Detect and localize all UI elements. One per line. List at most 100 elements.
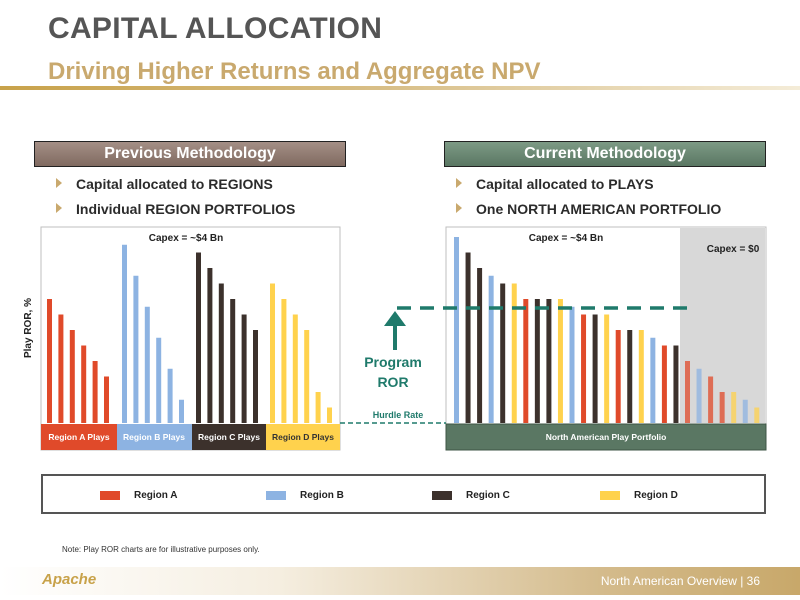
play-bar-region-c xyxy=(546,299,552,423)
bar-region-a xyxy=(92,361,98,423)
bar-region-b xyxy=(179,399,184,423)
legend-swatch xyxy=(266,491,286,500)
play-bar-region-a xyxy=(581,314,587,423)
legend-item-region-d: Region D xyxy=(600,490,678,501)
bar-region-a xyxy=(69,330,75,423)
play-bar-region-c xyxy=(465,252,471,423)
play-bar-region-c xyxy=(673,345,679,423)
program-ror-arrow-icon xyxy=(384,311,406,326)
play-bar-region-b xyxy=(696,368,702,423)
previous-bullet: Individual REGION PORTFOLIOS xyxy=(56,201,295,217)
bar-region-c xyxy=(196,252,201,423)
bar-region-d xyxy=(304,330,310,423)
legend-item-region-b: Region B xyxy=(266,490,344,501)
unfunded-region-shade xyxy=(680,228,765,423)
previous-bullet-text: Capital allocated to REGIONS xyxy=(76,176,273,192)
play-bar-region-a xyxy=(615,330,621,423)
previous-region-strip: Region A Plays Region B Plays Region C P… xyxy=(41,424,340,450)
bullet-arrow-icon xyxy=(456,203,462,214)
legend-swatch xyxy=(600,491,620,500)
region-a-strip xyxy=(41,424,117,450)
current-bullet-text: Capital allocated to PLAYS xyxy=(476,176,654,192)
bar-region-a xyxy=(104,376,109,423)
region-c-plays-label: Region C Plays xyxy=(198,432,260,442)
play-bar-region-a xyxy=(523,299,529,423)
play-bar-region-a xyxy=(685,361,690,423)
hurdle-rate-label: Hurdle Rate xyxy=(373,410,424,420)
bar-region-c xyxy=(253,330,258,423)
bar-region-d xyxy=(315,392,321,423)
play-bar-region-d xyxy=(638,330,644,423)
legend-label: Region A xyxy=(134,490,178,501)
legend-swatch xyxy=(432,491,452,500)
region-c-strip xyxy=(192,424,266,450)
bullet-arrow-icon xyxy=(56,178,62,189)
previous-methodology-header: Previous Methodology xyxy=(34,141,346,167)
play-bar-region-b xyxy=(742,399,748,423)
page-title: CAPITAL ALLOCATION xyxy=(48,12,383,45)
play-bar-region-b xyxy=(454,237,459,423)
program-ror-label-line2: ROR xyxy=(377,374,408,390)
play-bar-region-c xyxy=(500,283,506,423)
current-capex-label: Capex = ~$4 Bn xyxy=(529,233,603,244)
footer-bar xyxy=(0,567,800,595)
play-bar-region-a xyxy=(661,345,667,423)
legend-label: Region D xyxy=(634,490,678,501)
legend xyxy=(41,474,766,514)
region-a-plays-label: Region A Plays xyxy=(48,432,110,442)
region-d-strip xyxy=(266,424,340,450)
play-bar-region-d xyxy=(731,392,737,423)
bar-region-b xyxy=(156,337,162,423)
bullet-arrow-icon xyxy=(56,203,62,214)
previous-capex-label: Capex = ~$4 Bn xyxy=(149,233,223,244)
bar-region-a xyxy=(47,299,52,423)
charts-canvas: Region A Plays Region B Plays Region C P… xyxy=(23,226,767,451)
play-bar-region-b xyxy=(488,275,494,423)
play-bar-region-b xyxy=(650,337,656,423)
current-bullet: One NORTH AMERICAN PORTFOLIO xyxy=(456,201,721,217)
legend-swatch xyxy=(100,491,120,500)
play-bar-region-a xyxy=(719,392,725,423)
north-american-portfolio-strip xyxy=(445,423,767,451)
previous-bullet-text: Individual REGION PORTFOLIOS xyxy=(76,201,296,217)
bar-region-c xyxy=(207,268,213,423)
region-d-plays-label: Region D Plays xyxy=(272,432,334,442)
bar-region-d xyxy=(270,283,275,423)
region-b-plays-label: Region B Plays xyxy=(123,432,185,442)
bar-region-d xyxy=(292,314,298,423)
previous-chart-bars xyxy=(47,244,332,423)
play-bar-region-c xyxy=(627,330,633,423)
play-bar-region-d xyxy=(754,407,760,423)
play-bar-region-c xyxy=(592,314,598,423)
bar-region-c xyxy=(218,283,224,423)
program-ror-label-line1: Program xyxy=(364,354,422,370)
apache-logo: Apache xyxy=(42,571,97,588)
bar-region-a xyxy=(81,345,87,423)
bar-region-b xyxy=(133,275,139,423)
play-bar-region-d xyxy=(557,299,563,423)
portfolio-label: North American Play Portfolio xyxy=(546,432,667,442)
legend-label: Region B xyxy=(300,490,344,501)
play-bar-region-c xyxy=(534,299,540,423)
play-bar-region-d xyxy=(604,314,610,423)
page-subtitle: Driving Higher Returns and Aggregate NPV xyxy=(48,58,541,85)
current-methodology-header: Current Methodology xyxy=(444,141,766,167)
bar-region-d xyxy=(327,407,332,423)
title-divider xyxy=(0,86,800,90)
play-bar-region-d xyxy=(511,283,517,423)
legend-item-region-a: Region A xyxy=(100,490,178,501)
legend-label: Region C xyxy=(466,490,510,501)
region-b-strip xyxy=(117,424,192,450)
bar-region-a xyxy=(58,314,64,423)
current-bullet: Capital allocated to PLAYS xyxy=(456,176,654,192)
current-chart-bars xyxy=(454,237,760,423)
capex-zero-label: Capex = $0 xyxy=(707,244,760,255)
bar-region-b xyxy=(167,368,173,423)
bullet-arrow-icon xyxy=(456,178,462,189)
bar-region-c xyxy=(230,299,236,423)
bar-region-c xyxy=(241,314,247,423)
bar-region-b xyxy=(122,244,127,423)
footnote: Note: Play ROR charts are for illustrati… xyxy=(62,545,260,554)
bar-region-d xyxy=(281,299,287,423)
previous-chart-frame xyxy=(40,226,341,451)
